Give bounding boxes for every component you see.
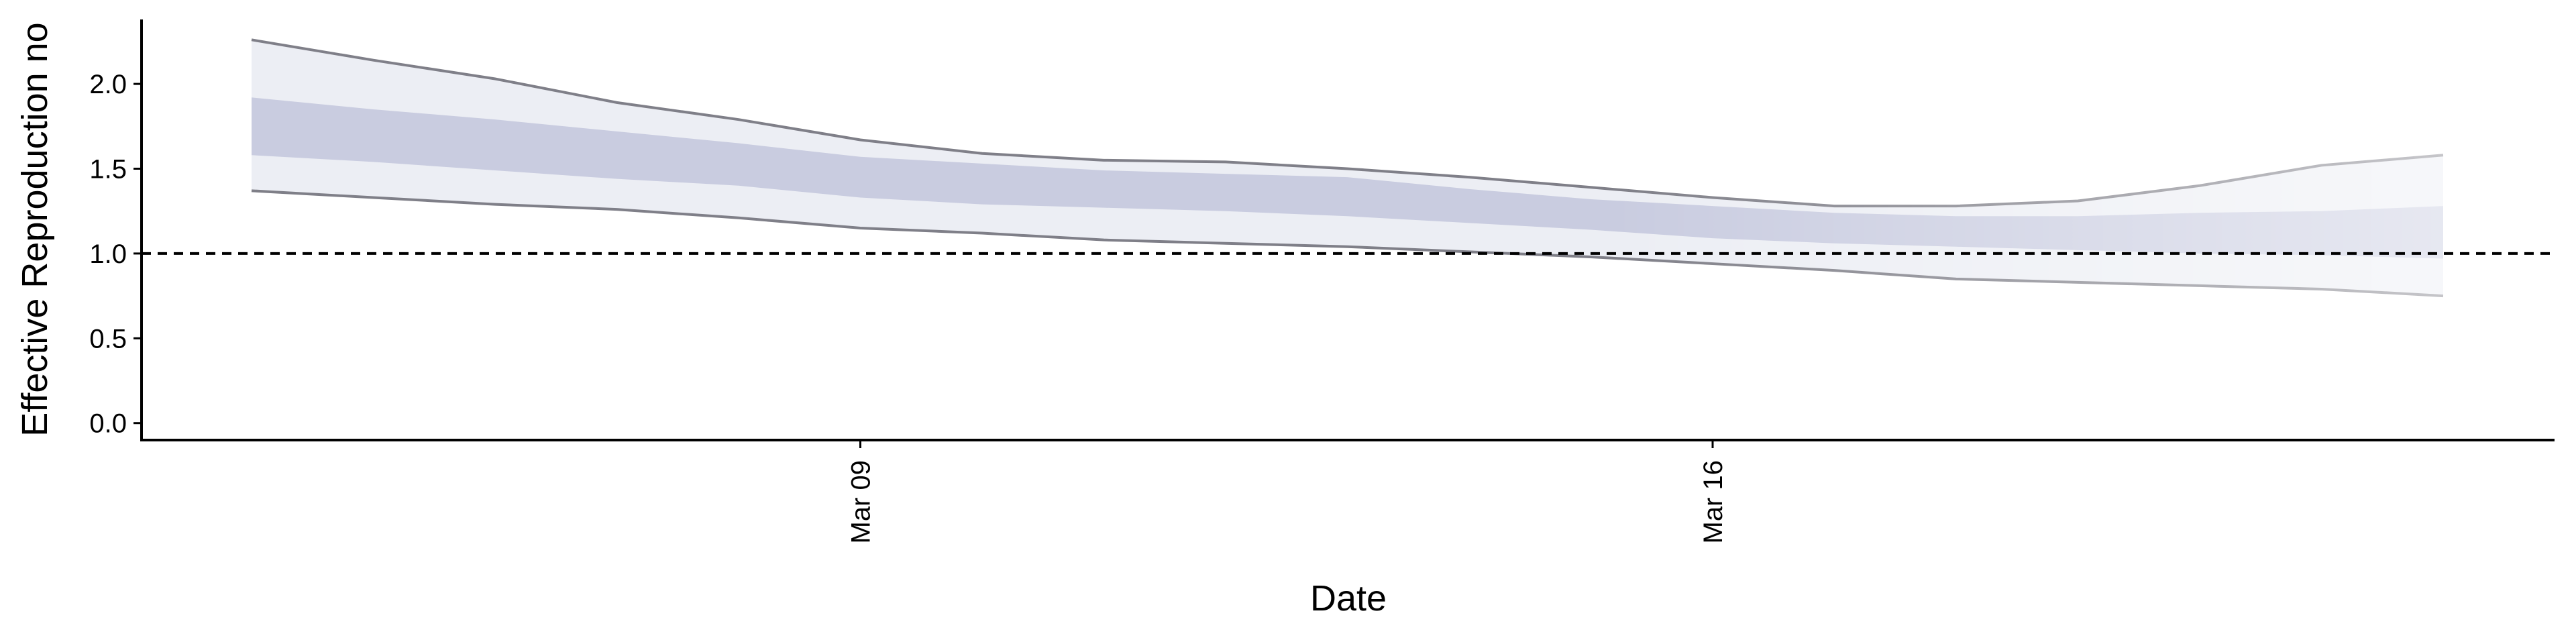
x-tick-label: Mar 09 xyxy=(847,460,876,544)
plot-area xyxy=(251,38,2444,298)
y-axis-label: Effective Reproduction no xyxy=(15,22,55,436)
y-tick-label: 0.0 xyxy=(89,409,127,439)
x-tick-label: Mar 16 xyxy=(1699,460,1728,544)
x-axis-label: Date xyxy=(1310,578,1387,619)
y-tick-label: 0.5 xyxy=(89,324,127,354)
y-tick-label: 1.0 xyxy=(89,239,127,269)
y-tick-label: 1.5 xyxy=(89,154,127,184)
ci-edge xyxy=(251,38,2444,208)
ci-edge xyxy=(251,189,2444,298)
y-tick-label: 2.0 xyxy=(89,70,127,99)
ci-band xyxy=(252,97,2443,259)
